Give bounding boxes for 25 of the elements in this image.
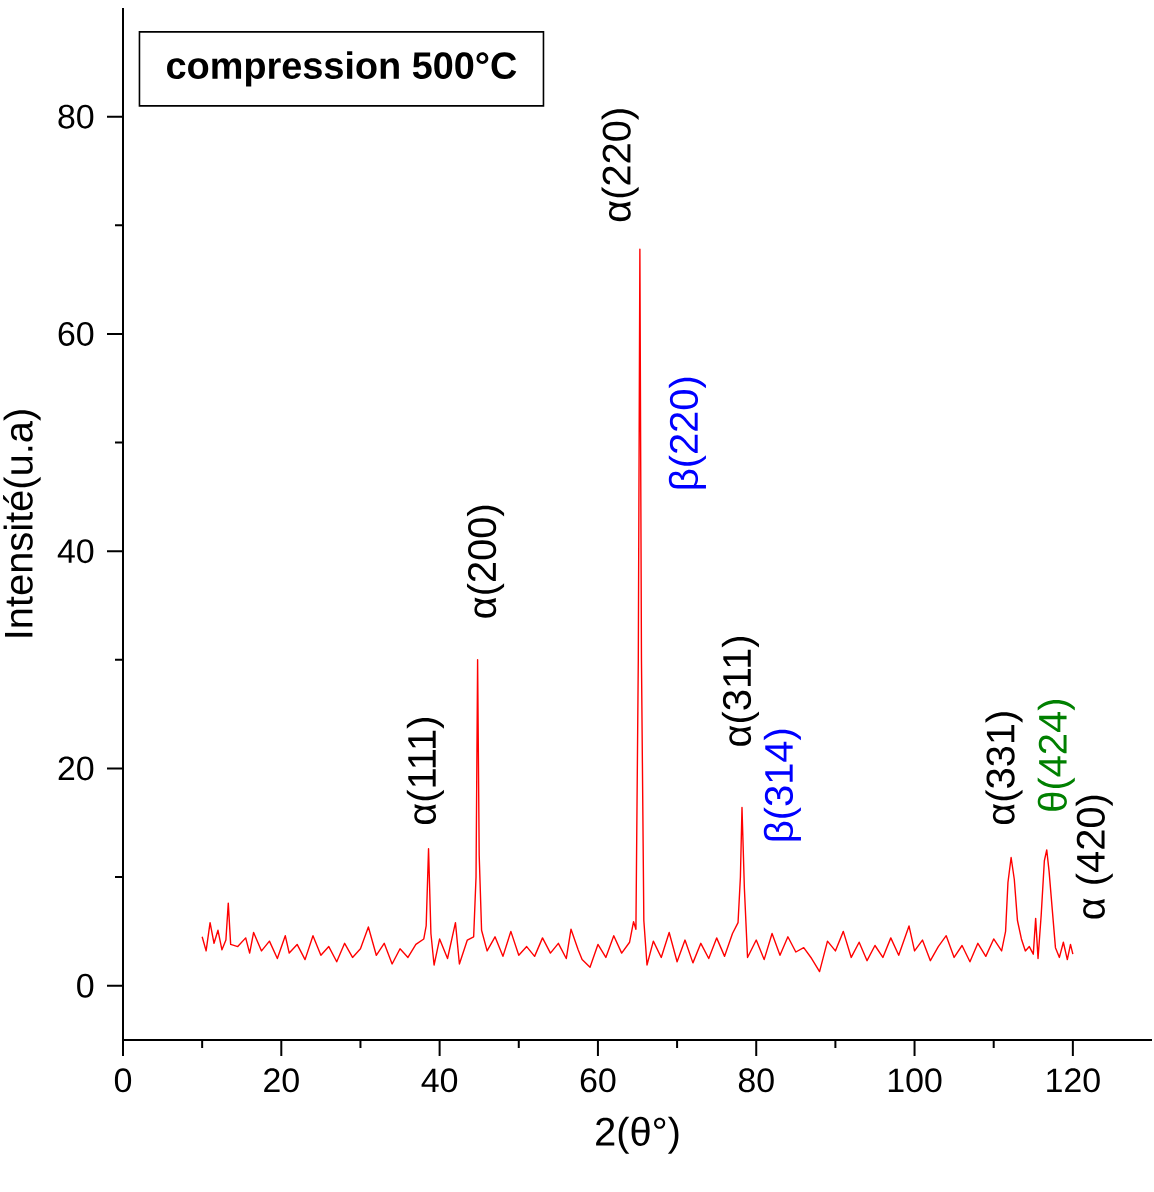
x-tick-label: 20 <box>264 1068 299 1093</box>
y-tick-label: 20 <box>58 756 94 781</box>
annotation: θ(424) <box>1037 700 1075 811</box>
annotation: α(220) <box>601 109 639 222</box>
annotation: β(314) <box>763 729 801 841</box>
x-tick-label: 60 <box>580 1068 616 1093</box>
x-tick-label: 0 <box>114 1068 132 1093</box>
annotation: β(220) <box>668 377 706 489</box>
y-tick-label: 40 <box>57 539 94 564</box>
x-tick-label: 40 <box>421 1068 458 1093</box>
y-axis-title: Intensité(u.a) <box>3 410 41 637</box>
x-tick-label: 100 <box>888 1068 942 1093</box>
x-tick-label: 120 <box>1047 1068 1100 1093</box>
annotation: α(111) <box>406 718 444 825</box>
x-axis-title: 2(θ°) <box>596 1116 679 1154</box>
line-series <box>201 248 1074 973</box>
text: compression 500°C <box>167 51 517 87</box>
y-tick-label: 0 <box>77 973 94 998</box>
annotation: α(331) <box>985 712 1023 825</box>
annotation: α(200) <box>466 505 505 618</box>
y-tick-label: 80 <box>58 104 94 129</box>
annotation: α(311) <box>721 636 759 746</box>
annotation: α (420) <box>1075 795 1113 919</box>
x-tick-label: 80 <box>738 1068 774 1093</box>
y-tick-label: 60 <box>58 321 94 346</box>
